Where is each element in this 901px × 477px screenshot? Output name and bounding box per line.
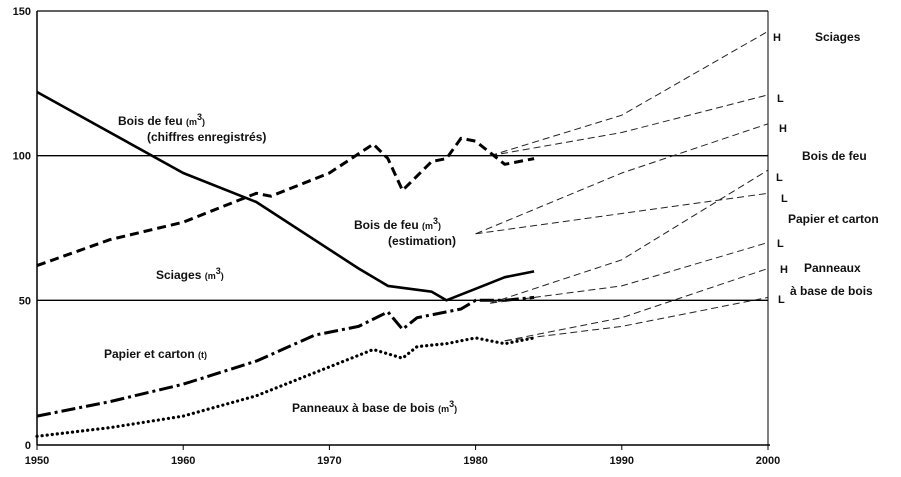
projection-lines (475, 30, 769, 342)
label-sawnwood: Sciages (m3) (156, 266, 224, 282)
label-panels: Panneaux à base de bois (m3) (292, 399, 457, 415)
case-panneaux-h: H (780, 264, 788, 276)
label-firewood-estimate-note: (estimation) (388, 234, 456, 248)
right-label-panneaux-1: Panneaux (804, 261, 861, 275)
series-line-sawnwood (36, 136, 535, 268)
case-bois-h: H (779, 123, 787, 135)
label-firewood-recorded-note: (chiffres enregistrés) (147, 130, 266, 144)
y-tick-label: 50 (19, 295, 31, 307)
label-firewood-recorded: Bois de feu (m3) (118, 112, 205, 128)
x-tick-label: 1990 (610, 455, 634, 467)
projection-line (490, 94, 769, 157)
x-tick-label: 1980 (463, 455, 487, 467)
x-tick-label: 2000 (756, 455, 780, 467)
series-line-paper (36, 295, 535, 418)
right-label-papier: Papier et carton (788, 212, 879, 226)
y-tick-label: 100 (13, 151, 31, 163)
case-sciages-h: H (773, 32, 781, 44)
right-label-sciages: Sciages (815, 30, 861, 44)
projection-line (475, 192, 769, 235)
x-ticks: 1950 1960 1970 1980 1990 2000 (25, 445, 780, 467)
right-label-bois-de-feu: Bois de feu (802, 149, 867, 163)
x-tick-label: 1950 (25, 455, 49, 467)
y-tick-label: 0 (25, 440, 31, 452)
right-label-panneaux-2: à base de bois (790, 284, 873, 298)
label-paper: Papier et carton (t) (104, 347, 207, 361)
series-line-panels (35, 336, 536, 438)
case-sciages-l: L (777, 93, 784, 105)
series-line-firewood_recorded (36, 90, 535, 302)
x-tick-label: 1960 (171, 455, 195, 467)
y-tick-label: 150 (13, 6, 31, 18)
x-tick-label: 1970 (317, 455, 341, 467)
case-papier-l: L (777, 238, 784, 250)
series-lines (35, 90, 536, 438)
projection-line (490, 30, 769, 157)
projection-line (504, 296, 769, 342)
y-ticks: 0 50 100 150 (13, 6, 31, 452)
case-panneaux-l: L (778, 294, 785, 306)
case-bois-l: L (781, 193, 788, 205)
label-firewood-estimate: Bois de feu (m3) (354, 216, 441, 232)
reference-lines (37, 10, 768, 301)
projection-line (475, 123, 769, 235)
case-papier-top: L (776, 172, 783, 184)
projection-line (504, 268, 769, 342)
projection-line (490, 169, 769, 304)
